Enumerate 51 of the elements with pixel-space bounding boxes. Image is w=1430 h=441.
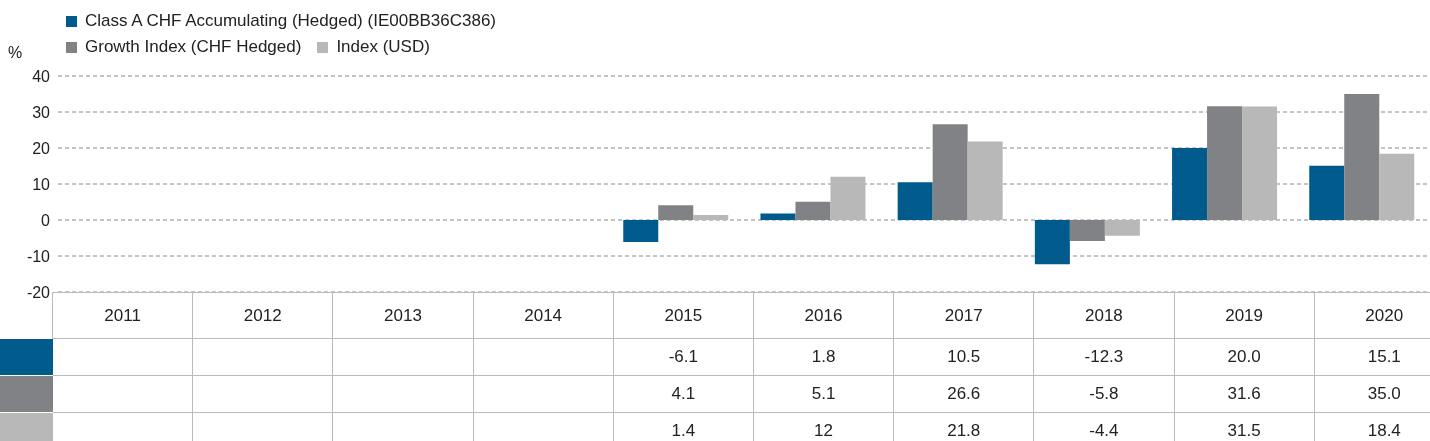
legend-label: Index (USD) [335, 36, 430, 58]
bar [967, 141, 1003, 220]
data-label: -4.4 [1033, 412, 1174, 441]
y-tick-label: 0 [41, 211, 51, 229]
bar [1379, 153, 1415, 220]
y-tick-label: 40 [32, 67, 51, 85]
bar [1172, 148, 1208, 220]
legend-label: Growth Index (CHF Hedged) [84, 36, 302, 58]
x-tick-label: 2019 [1174, 292, 1315, 339]
x-tick-label: 2015 [613, 292, 754, 339]
bar [1034, 220, 1070, 265]
data-label: 1.8 [753, 338, 894, 375]
bar [1242, 106, 1278, 220]
bar [693, 214, 729, 220]
y-tick-label: -20 [26, 283, 51, 301]
bar [1309, 165, 1345, 220]
y-axis-title: % [8, 44, 23, 62]
bar [1104, 220, 1140, 236]
x-tick-label: 2011 [52, 292, 193, 339]
data-label: 21.8 [893, 412, 1034, 441]
data-label: 35.0 [1314, 375, 1430, 412]
data-label: -5.8 [1033, 375, 1174, 412]
data-label: 31.5 [1174, 412, 1315, 441]
x-tick-label: 2020 [1314, 292, 1430, 339]
data-label: 15.1 [1314, 338, 1430, 375]
x-tick-label: 2012 [192, 292, 333, 339]
data-label: 12 [753, 412, 894, 441]
y-tick-label: 20 [32, 139, 51, 157]
data-label: 10.5 [893, 338, 1034, 375]
y-tick-label: 30 [32, 103, 51, 121]
data-label: 1.4 [613, 412, 754, 441]
legend-label: Class A CHF Accumulating (Hedged) (IE00BB36C386) [84, 10, 498, 32]
data-label: 26.6 [893, 375, 1034, 412]
x-tick-label: 2018 [1033, 292, 1174, 339]
bar [897, 182, 933, 220]
data-label: 18.4 [1314, 412, 1430, 441]
data-label: 31.6 [1174, 375, 1315, 412]
data-label: 20.0 [1174, 338, 1315, 375]
x-tick-label: 2017 [893, 292, 1034, 339]
data-label: 5.1 [753, 375, 894, 412]
x-tick-label: 2014 [473, 292, 614, 339]
data-label: 4.1 [613, 375, 754, 412]
data-label: -6.1 [613, 338, 754, 375]
x-tick-label: 2016 [753, 292, 894, 339]
bar [830, 176, 866, 220]
y-tick-label: -10 [26, 247, 51, 265]
y-tick-label: 10 [32, 175, 51, 193]
bar [760, 213, 796, 220]
data-label: -12.3 [1033, 338, 1174, 375]
bar [623, 220, 659, 242]
x-tick-label: 2013 [332, 292, 474, 339]
